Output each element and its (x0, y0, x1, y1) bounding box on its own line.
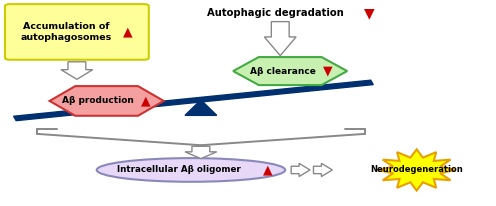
Text: ▲: ▲ (140, 94, 150, 108)
Text: Intracellular Aβ oligomer: Intracellular Aβ oligomer (117, 165, 241, 174)
Polygon shape (264, 22, 296, 56)
Polygon shape (50, 86, 164, 116)
Ellipse shape (97, 158, 285, 182)
Polygon shape (185, 146, 217, 159)
Text: ▲: ▲ (263, 163, 273, 177)
FancyBboxPatch shape (5, 4, 149, 60)
Text: ▲: ▲ (123, 25, 132, 39)
Text: Aβ production: Aβ production (62, 96, 133, 105)
Polygon shape (13, 80, 373, 121)
Polygon shape (313, 163, 332, 177)
Text: ▼: ▼ (364, 6, 375, 20)
Polygon shape (233, 57, 347, 85)
Polygon shape (291, 163, 310, 177)
Text: Autophagic degradation: Autophagic degradation (207, 8, 344, 18)
Polygon shape (61, 62, 93, 79)
Text: Accumulation of
autophagosomes: Accumulation of autophagosomes (20, 22, 112, 42)
Text: ▼: ▼ (322, 64, 332, 78)
Text: Neurodegeneration: Neurodegeneration (371, 165, 463, 174)
Polygon shape (185, 100, 217, 115)
Polygon shape (377, 149, 456, 191)
Text: Aβ clearance: Aβ clearance (250, 67, 315, 76)
